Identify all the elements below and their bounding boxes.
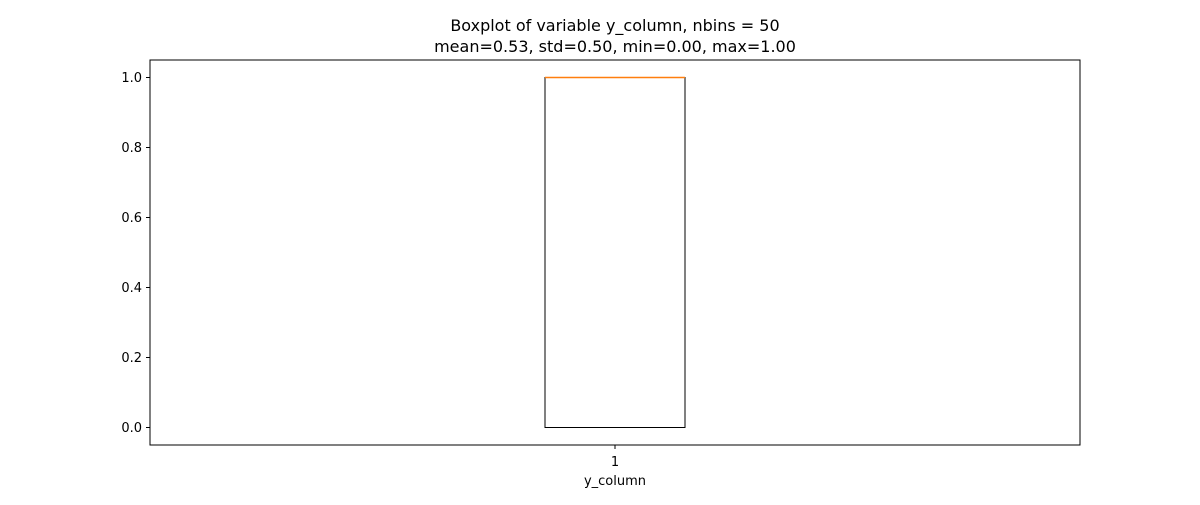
x-axis-label: y_column xyxy=(584,474,646,489)
y-tick-label: 0.0 xyxy=(121,421,142,436)
plot-area-frame xyxy=(149,59,1081,446)
y-tick-label: 0.6 xyxy=(121,211,142,226)
y-axis: 0.0 0.2 0.4 0.6 0.8 1.0 xyxy=(121,71,150,436)
y-tick-label: 1.0 xyxy=(121,71,142,86)
chart-title-line2: mean=0.53, std=0.50, min=0.00, max=1.00 xyxy=(434,37,796,56)
y-tick-label: 0.4 xyxy=(121,281,142,296)
y-tick-label: 0.8 xyxy=(121,141,142,156)
x-tick-label: 1 xyxy=(611,455,619,470)
x-axis: 1 xyxy=(611,445,619,470)
boxplot-series xyxy=(544,76,686,428)
box-iqr xyxy=(544,77,686,428)
chart-title-line1: Boxplot of variable y_column, nbins = 50 xyxy=(450,16,779,36)
y-tick-label: 0.2 xyxy=(121,351,142,366)
